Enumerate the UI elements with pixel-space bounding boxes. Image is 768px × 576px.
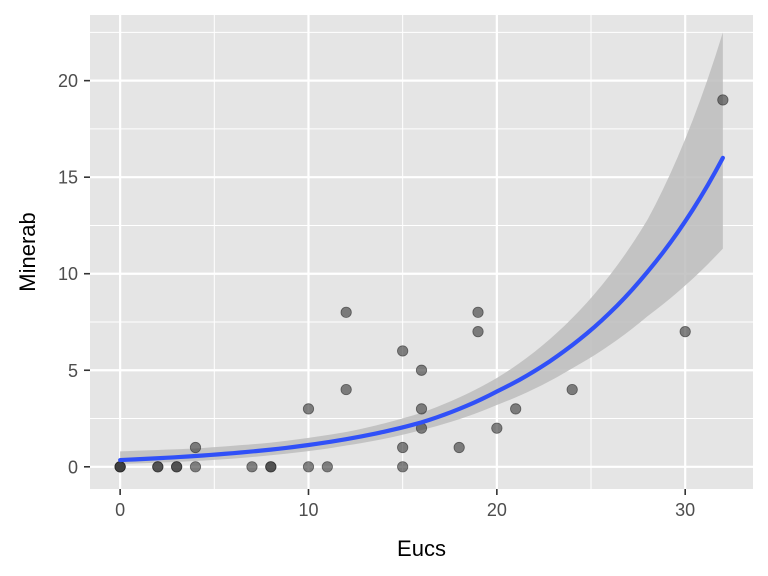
data-point [246, 461, 258, 473]
y-tick-label: 10 [58, 264, 78, 284]
data-point [189, 441, 202, 454]
data-point [679, 326, 691, 338]
data-point [415, 364, 428, 376]
confidence-band [120, 32, 723, 464]
data-point [265, 461, 277, 473]
data-point [340, 306, 352, 318]
minor-gridlines [90, 15, 753, 489]
y-tick-label: 0 [68, 457, 78, 477]
x-axis-title: Eucs [397, 536, 446, 561]
data-point [321, 461, 333, 473]
data-point [717, 94, 729, 106]
data-point [302, 403, 315, 415]
data-point [397, 441, 409, 454]
fit-curve [118, 155, 725, 463]
data-point [114, 461, 126, 473]
data-point [472, 306, 484, 318]
data-point [397, 345, 409, 357]
x-tick-label: 30 [675, 500, 695, 520]
y-tick-label: 5 [68, 361, 78, 381]
data-point [491, 422, 503, 434]
data-point [189, 461, 202, 473]
data-point [472, 326, 484, 338]
y-axis: 0 5 10 15 20 [58, 71, 90, 477]
fit-curve-layer [118, 155, 725, 463]
data-point [302, 461, 315, 473]
data-point [415, 403, 428, 415]
x-axis: 0 10 20 30 [115, 489, 695, 520]
x-tick-label: 20 [487, 500, 507, 520]
data-point [566, 383, 578, 396]
data-point [171, 461, 183, 473]
data-point [453, 441, 465, 454]
data-point [152, 461, 164, 473]
x-tick-label: 0 [115, 500, 125, 520]
x-tick-label: 10 [298, 500, 318, 520]
data-point [397, 461, 409, 473]
confidence-band-layer [120, 32, 723, 464]
data-point [340, 383, 352, 396]
y-axis-title: Minerab [15, 212, 40, 291]
y-tick-label: 20 [58, 71, 78, 91]
y-tick-label: 15 [58, 168, 78, 188]
data-point [510, 403, 522, 415]
